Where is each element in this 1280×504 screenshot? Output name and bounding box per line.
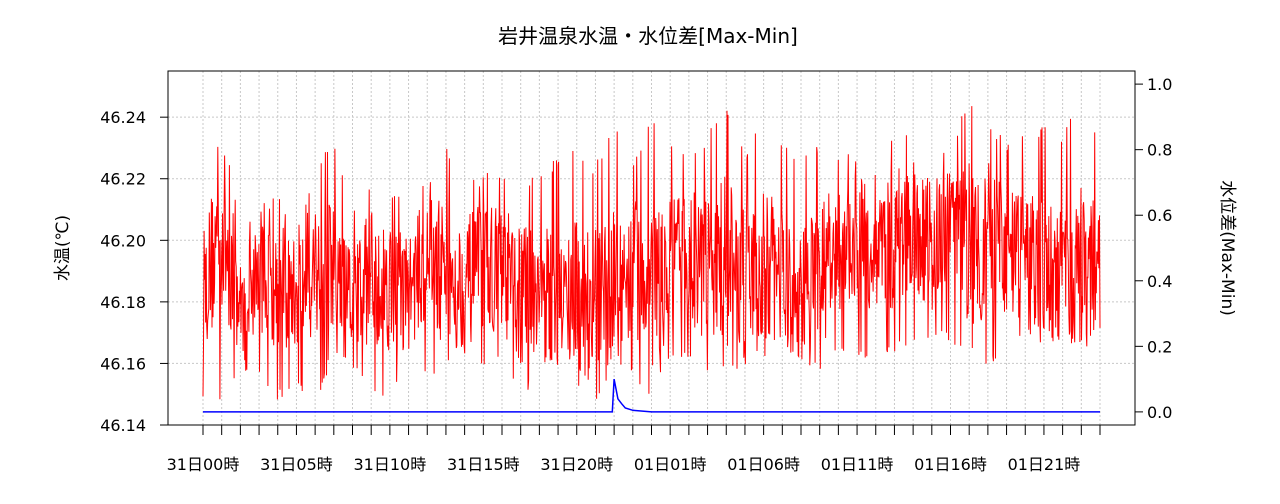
x-tick-label: 31日05時	[260, 455, 333, 474]
right-axis-title: 水位差(Max-Min)	[1217, 180, 1237, 316]
data-series	[202, 106, 1101, 413]
left-tick-label: 46.20	[100, 231, 146, 250]
axes: 31日00時 31日05時 31日10時 31日15時 31日20時 01日01時 01日0…	[100, 75, 1172, 474]
right-tick-label: 0.4	[1147, 272, 1172, 291]
x-tick-label: 01日11時	[821, 455, 894, 474]
left-tick-label: 46.24	[100, 108, 146, 127]
x-tick-label: 31日10時	[354, 455, 427, 474]
x-tick-label: 01日06時	[727, 455, 800, 474]
left-tick-label: 46.18	[100, 293, 146, 312]
x-tick-label: 31日20時	[540, 455, 613, 474]
x-tick-label: 01日01時	[634, 455, 707, 474]
x-tick-label: 01日16時	[914, 455, 987, 474]
right-tick-label: 0.6	[1147, 206, 1172, 225]
right-tick-label: 0.0	[1147, 403, 1172, 422]
left-tick-label: 46.14	[100, 416, 146, 435]
left-tick-label: 46.22	[100, 170, 146, 189]
water-temperature-line	[202, 106, 1101, 400]
left-axis-title: 水温(℃)	[53, 215, 73, 281]
x-tick-label: 31日00時	[167, 455, 240, 474]
right-tick-label: 0.8	[1147, 141, 1172, 160]
left-tick-label: 46.16	[100, 354, 146, 373]
x-tick-label: 01日21時	[1008, 455, 1081, 474]
water-level-difference-line	[203, 378, 1100, 413]
chart-title: 岩井温泉水温・水位差[Max-Min]	[498, 24, 798, 48]
right-tick-label: 1.0	[1147, 75, 1172, 94]
right-tick-label: 0.2	[1147, 337, 1172, 356]
x-tick-label: 31日15時	[447, 455, 520, 474]
